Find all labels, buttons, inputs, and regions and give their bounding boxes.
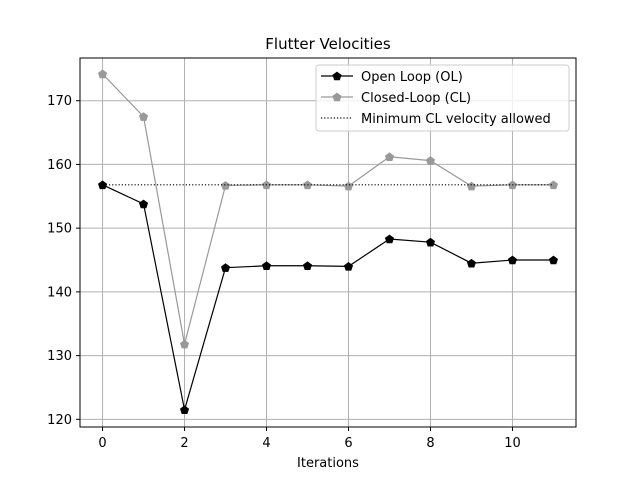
data-point [384,234,395,244]
data-point [179,405,190,415]
x-tick-label: 0 [98,436,106,451]
data-point [507,255,518,265]
legend-item: Closed-Loop (CL) [321,91,471,106]
y-tick-label: 120 [47,413,72,428]
legend-swatch-marker [332,71,342,81]
data-point [425,156,436,165]
series-open-loop-ol [98,180,558,415]
legend-box [315,64,570,132]
y-tick-label: 150 [47,222,72,237]
data-point [98,180,108,190]
data-point [98,69,108,79]
legend-swatch-marker [332,92,342,102]
legend-item: Minimum CL velocity allowed [321,112,551,127]
x-axis-label: Iterations [297,456,359,471]
data-point [343,181,354,191]
x-tick-label: 8 [426,436,434,451]
grid [80,58,576,427]
chart-title: Flutter Velocities [265,35,391,53]
y-tick-label: 140 [47,285,72,300]
data-point [466,258,477,268]
series-line [102,73,554,345]
legend-label: Open Loop (OL) [361,70,463,85]
series-line [102,184,554,410]
plot-area-frame [79,57,577,428]
data-point [220,263,231,272]
series-layer [98,69,558,415]
data-point [302,261,313,271]
data-point [220,181,231,190]
data-point [138,112,149,121]
data-point [548,255,558,265]
y-tick-label: 130 [47,349,72,364]
data-point [179,339,190,349]
data-point [138,199,149,209]
axis-ticks: 0 2 4 6 8 10 120 130 140 150 160 170 [47,94,521,451]
data-point [261,261,272,271]
x-tick-label: 10 [504,436,521,451]
legend: Open Loop (OL) Closed-Loop (CL) Minimum CL… [315,64,570,132]
legend-label: Closed-Loop (CL) [361,91,471,106]
legend-item: Open Loop (OL) [321,70,463,85]
y-tick-label: 170 [47,94,72,109]
y-tick-label: 160 [47,158,72,173]
data-point [384,152,395,162]
legend-label: Minimum CL velocity allowed [361,112,551,127]
data-point [548,180,558,190]
series-closed-loop-cl [98,69,558,349]
x-tick-label: 4 [262,436,270,451]
data-point [343,262,354,271]
x-tick-label: 2 [180,436,188,451]
data-point [425,237,436,247]
x-tick-label: 6 [344,436,352,451]
